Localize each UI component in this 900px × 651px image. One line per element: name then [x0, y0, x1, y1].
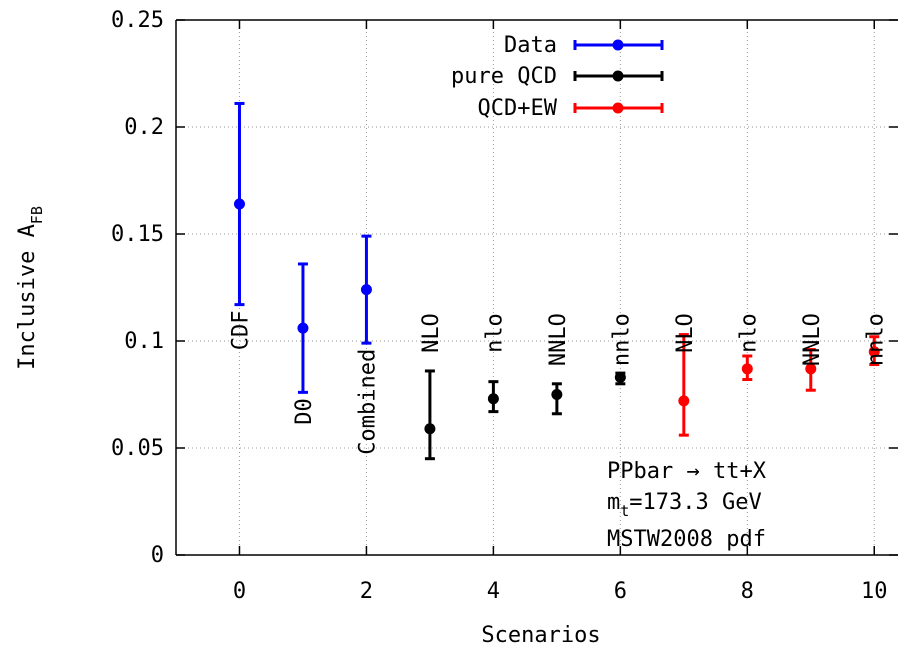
- point-label: NNLO: [800, 313, 825, 366]
- x-axis-title: Scenarios: [481, 623, 600, 648]
- annotation-mass: mt=173.3 GeV: [607, 490, 762, 520]
- annotation-pdf: MSTW2008 pdf: [607, 527, 766, 552]
- data-point: [805, 363, 817, 375]
- x-tick-label: 10: [861, 579, 888, 604]
- x-tick-label: 8: [741, 579, 754, 604]
- x-tick-label: 2: [360, 579, 373, 604]
- legend-marker: [612, 102, 624, 114]
- point-label: Combined: [355, 349, 380, 455]
- x-tick-label: 0: [233, 579, 246, 604]
- point-label: NLO: [673, 313, 698, 353]
- data-point: [678, 395, 690, 407]
- y-tick-label: 0.25: [111, 8, 164, 33]
- point-label: CDF: [228, 310, 253, 350]
- ticks: 0 0.05 0.1 0.15 0.2 0.25 0 2 4 6 8 10: [111, 8, 898, 604]
- legend: Data pure QCD QCD+EW: [451, 33, 664, 121]
- annotation-box: PPbar → tt+X mt=173.3 GeV MSTW2008 pdf: [607, 459, 767, 552]
- y-axis-title-sub: FB: [28, 206, 46, 224]
- data-point: [614, 371, 626, 383]
- data-point: [424, 423, 436, 435]
- y-tick-label: 0: [151, 543, 164, 568]
- y-tick-label: 0.1: [124, 329, 164, 354]
- annotation-mass-value: =173.3 GeV: [629, 490, 761, 515]
- y-tick-label: 0.15: [111, 222, 164, 247]
- annotation-mass-prefix: m: [607, 490, 620, 515]
- legend-label: Data: [504, 33, 557, 58]
- legend-label: QCD+EW: [478, 96, 558, 121]
- data-point: [233, 198, 245, 210]
- data-point: [487, 393, 499, 405]
- y-axis-title: Inclusive AFB: [15, 206, 46, 370]
- point-labels: CDF D0 Combined NLO nlo NNLO nnlo NLO nlo NNLO nnl…: [228, 310, 888, 454]
- point-label: NNLO: [546, 313, 571, 366]
- x-tick-label: 6: [614, 579, 627, 604]
- legend-marker: [612, 70, 624, 82]
- point-label: D0: [292, 398, 317, 425]
- annotation-mass-sub: t: [620, 502, 629, 520]
- data-point: [551, 389, 563, 400]
- y-tick-label: 0.05: [111, 436, 164, 461]
- data-point: [868, 346, 880, 358]
- grid: [176, 20, 898, 555]
- annotation-process: PPbar → tt+X: [607, 459, 767, 484]
- point-label: nnlo: [609, 313, 634, 366]
- y-tick-label: 0.2: [124, 115, 164, 140]
- x-tick-label: 4: [487, 579, 500, 604]
- point-label: NLO: [419, 313, 444, 353]
- axes: [175, 19, 898, 556]
- data-point: [297, 322, 309, 334]
- data-point: [741, 363, 753, 375]
- point-label: nnlo: [863, 313, 888, 366]
- legend-label: pure QCD: [451, 64, 557, 89]
- point-label: nlo: [736, 313, 761, 353]
- data-marks: [233, 101, 880, 461]
- point-label: nlo: [482, 313, 507, 353]
- legend-marker: [612, 39, 624, 51]
- data-point: [360, 284, 372, 296]
- y-axis-title-main: Inclusive A: [15, 224, 40, 370]
